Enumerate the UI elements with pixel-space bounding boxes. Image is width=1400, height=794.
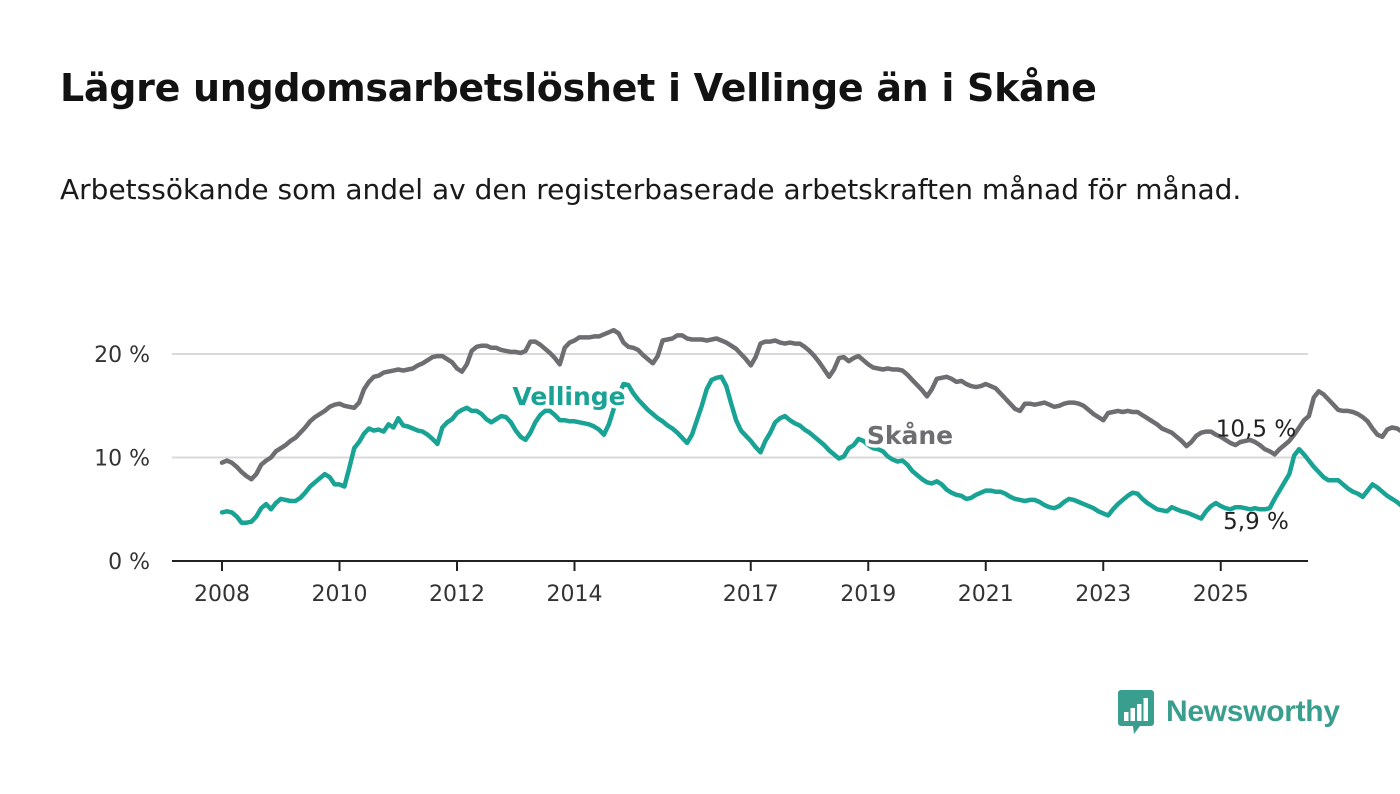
series-labels: 10,5 % 5,9 % Vellinge Skåne: [509, 379, 1296, 535]
y-axis: 0 % 10 % 20 %: [94, 343, 150, 575]
chart-subtitle: Arbetssökande som andel av den registerb…: [60, 173, 1242, 206]
x-tick-label: 2017: [723, 582, 779, 607]
y-tick-label: 0 %: [108, 550, 150, 575]
brand-logo: Newsworthy: [1118, 688, 1340, 736]
chart-title: Lägre ungdomsarbetslöshet i Vellinge än …: [60, 66, 1097, 110]
x-tick-label: 2019: [840, 582, 896, 607]
y-tick-label: 10 %: [94, 447, 150, 472]
end-value-label: 5,9 %: [1223, 509, 1289, 535]
brand-name: Newsworthy: [1166, 695, 1340, 728]
series-name-label: Vellinge: [512, 382, 625, 411]
x-tick-label: 2010: [312, 582, 368, 607]
end-value-label: 10,5 %: [1216, 416, 1296, 442]
x-axis: 2008 2010 2012 2014 2017 2019 2021 2023 2025: [172, 560, 1308, 607]
x-tick-label: 2025: [1193, 582, 1249, 607]
x-tick-label: 2012: [429, 582, 485, 607]
series-line-vellinge: [219, 374, 1400, 525]
y-tick-label: 20 %: [94, 343, 150, 368]
line-chart: 0 % 10 % 20 % 2008 2010 2012 2014 2017 2019 2021…: [94, 327, 1400, 607]
x-tick-label: 2014: [547, 582, 603, 607]
series-lines: [219, 327, 1400, 525]
series-name-label: Skåne: [867, 421, 953, 450]
x-tick-label: 2021: [958, 582, 1014, 607]
bar-chart-speech-bubble-icon: [1118, 690, 1154, 734]
x-tick-label: 2008: [194, 582, 250, 607]
series-line-skne: [219, 327, 1400, 482]
x-tick-label: 2023: [1075, 582, 1131, 607]
